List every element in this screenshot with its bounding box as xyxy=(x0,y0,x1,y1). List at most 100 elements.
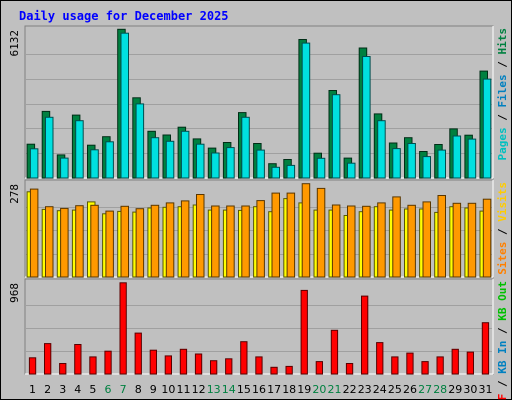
bar-kbf-day-16 xyxy=(255,356,263,375)
bar-files-day-20 xyxy=(316,157,326,179)
bar-sites-day-22 xyxy=(347,205,356,278)
bar-kbf-day-5 xyxy=(89,356,97,375)
bar-sites-day-31 xyxy=(482,198,492,278)
bar-files-day-27 xyxy=(422,156,431,179)
bar-kbf-day-1 xyxy=(28,357,37,375)
bar-files-day-2 xyxy=(45,116,54,179)
x-tick-day-25: 25 xyxy=(388,383,402,396)
bar-kbf-day-24 xyxy=(376,342,384,375)
x-tick-day-30: 30 xyxy=(463,383,477,396)
bar-kbf-day-14 xyxy=(225,358,233,375)
bar-sites-day-30 xyxy=(467,202,477,278)
x-tick-day-8: 8 xyxy=(135,383,142,396)
bar-files-day-31 xyxy=(482,78,492,179)
legend-part: / xyxy=(496,321,509,341)
bar-kbf-day-13 xyxy=(210,360,218,375)
bar-files-day-10 xyxy=(165,140,175,179)
bar-sites-day-27 xyxy=(422,201,431,278)
bar-kbf-day-3 xyxy=(59,363,67,375)
bar-kbf-day-19 xyxy=(300,289,308,375)
x-tick-labels: 1 2 3 4 5 6 7 8 9 10 11 12 13 14 15 16 17 18 19 20 21 22 23 24 2… xyxy=(29,383,493,396)
legend-part: / xyxy=(496,222,509,242)
x-tick-day-19: 19 xyxy=(297,383,311,396)
bar-files-day-7 xyxy=(120,32,129,179)
bar-kbf-day-22 xyxy=(345,363,354,375)
x-tick-day-13: 13 xyxy=(207,383,221,396)
panel-legend-kbf-kbin-kbout: KB F / KB In / KB Out xyxy=(496,281,509,400)
bar-sites-day-25 xyxy=(392,196,401,278)
bar-sites-day-9 xyxy=(150,204,160,278)
legend-part: / xyxy=(496,55,509,75)
bar-kbf-day-11 xyxy=(179,348,188,375)
legend-part: Files xyxy=(496,74,509,107)
bar-sites-day-10 xyxy=(165,202,175,278)
bar-kbf-day-27 xyxy=(421,361,429,375)
panel-legend-visits-sites: Sites / Visits xyxy=(496,182,509,275)
bar-sites-day-15 xyxy=(241,205,250,278)
bar-sites-day-12 xyxy=(196,194,205,278)
bar-files-day-4 xyxy=(75,120,84,179)
bar-kbf-day-17 xyxy=(270,366,278,375)
bar-files-day-17 xyxy=(271,166,280,179)
bar-kbf-day-8 xyxy=(134,332,142,375)
bar-sites-day-16 xyxy=(256,200,265,278)
x-tick-day-17: 17 xyxy=(267,383,281,396)
bar-files-day-23 xyxy=(362,56,371,179)
bar-files-day-13 xyxy=(211,152,220,179)
bar-sites-day-11 xyxy=(180,200,190,278)
x-tick-day-29: 29 xyxy=(448,383,462,396)
bar-files-day-30 xyxy=(467,138,477,179)
bar-files-day-8 xyxy=(135,103,145,179)
bar-sites-day-28 xyxy=(437,195,446,278)
x-tick-day-18: 18 xyxy=(282,383,296,396)
x-tick-day-22: 22 xyxy=(343,383,357,396)
bar-sites-day-5 xyxy=(90,204,99,278)
bar-kbf-day-7 xyxy=(119,282,127,375)
bar-sites-day-4 xyxy=(75,205,84,278)
x-tick-day-4: 4 xyxy=(74,383,81,396)
x-tick-day-24: 24 xyxy=(373,383,387,396)
legend-part: KB Out xyxy=(496,281,509,321)
x-tick-day-16: 16 xyxy=(252,383,266,396)
x-tick-day-28: 28 xyxy=(433,383,447,396)
bar-files-day-21 xyxy=(331,94,341,179)
bar-files-day-24 xyxy=(377,120,386,179)
bar-files-day-25 xyxy=(392,148,401,179)
axis-labels: 6132 278 968 xyxy=(8,30,21,303)
x-tick-day-31: 31 xyxy=(479,383,493,396)
x-tick-day-12: 12 xyxy=(192,383,206,396)
x-tick-day-11: 11 xyxy=(177,383,191,396)
x-tick-day-2: 2 xyxy=(44,383,51,396)
legend-part: Pages xyxy=(496,127,509,160)
x-tick-day-26: 26 xyxy=(403,383,417,396)
bar-kbf-day-18 xyxy=(285,365,293,375)
panel-max-label-visits-sites: 278 xyxy=(8,184,21,204)
bar-kbf-day-23 xyxy=(361,295,369,375)
bar-files-day-15 xyxy=(241,116,250,179)
legend-part: KB In xyxy=(496,341,509,374)
legend-part: Visits xyxy=(496,182,509,222)
x-tick-day-3: 3 xyxy=(59,383,66,396)
bar-files-day-5 xyxy=(90,149,99,179)
x-tick-day-9: 9 xyxy=(150,383,157,396)
bar-kbf-day-21 xyxy=(330,329,339,375)
bar-files-day-26 xyxy=(407,143,416,179)
panel-max-label-pages-files-hits: 6132 xyxy=(8,30,21,57)
bar-files-day-16 xyxy=(256,149,265,179)
bar-sites-day-24 xyxy=(377,202,386,278)
bar-kbf-day-2 xyxy=(44,343,52,375)
bar-files-day-18 xyxy=(286,164,296,179)
bar-kbf-day-31 xyxy=(481,322,490,375)
x-tick-day-20: 20 xyxy=(312,383,326,396)
bar-sites-day-8 xyxy=(135,208,145,278)
bar-sites-day-18 xyxy=(286,192,296,278)
legend-part: / xyxy=(496,108,509,128)
bar-files-day-12 xyxy=(196,143,205,179)
bar-kbf-day-10 xyxy=(164,355,172,375)
bar-kbf-day-29 xyxy=(451,348,459,375)
legend-part: / xyxy=(496,374,509,394)
bar-kbf-day-4 xyxy=(74,344,82,375)
bar-sites-day-29 xyxy=(452,202,462,278)
bar-sites-day-17 xyxy=(271,192,280,278)
